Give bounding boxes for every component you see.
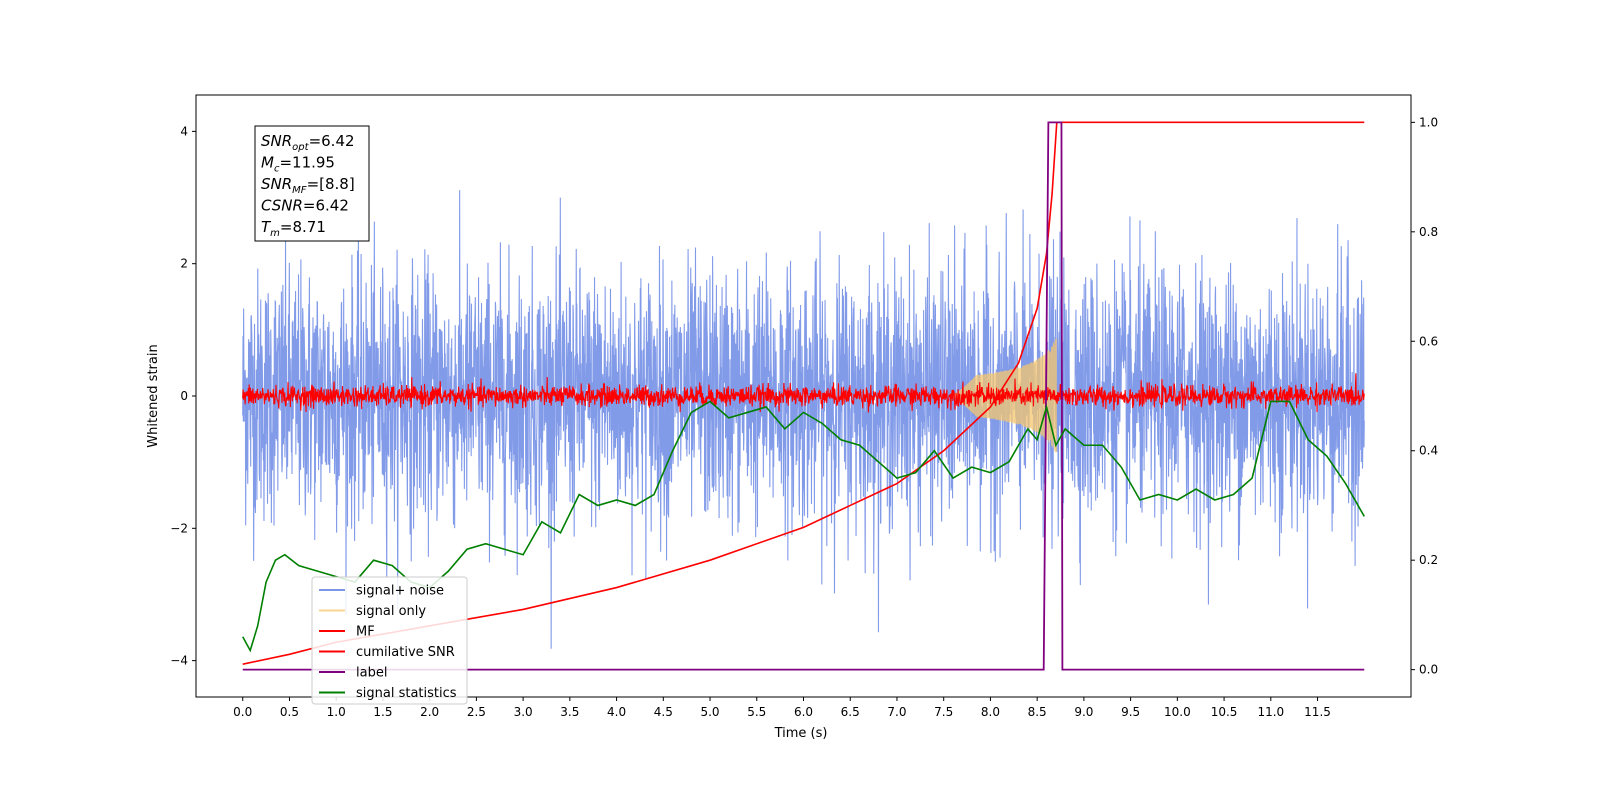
annotation-line: SNRopt=6.42: [261, 132, 355, 153]
annotation-symbol: T: [261, 218, 272, 236]
annotation-subscript: MF: [292, 185, 307, 196]
x-tick-label: 6.5: [841, 705, 860, 719]
x-tick-label: 8.0: [981, 705, 1000, 719]
x-tick-label: 4.0: [607, 705, 626, 719]
y-left-tick-label: 2: [180, 257, 188, 271]
legend-entry: MF: [356, 625, 375, 640]
annotation-line: Mc=11.95: [261, 154, 335, 175]
annotation-symbol: SNR: [261, 132, 292, 150]
x-tick-label: 9.5: [1121, 705, 1140, 719]
annotation-line: CSNR=6.42: [261, 197, 349, 215]
series-signal-statistics: [242, 400, 1365, 653]
annotation-subscript: m: [270, 228, 280, 239]
legend-entry: cumilative SNR: [356, 645, 455, 660]
x-tick-label: 1.0: [327, 705, 346, 719]
x-tick-label: 11.0: [1257, 705, 1284, 719]
x-tick-label: 5.5: [747, 705, 766, 719]
x-tick-label: 10.5: [1211, 705, 1238, 719]
y-left-tick-label: −2: [170, 521, 188, 535]
x-axis-label: Time (s): [774, 726, 828, 741]
annotation-value: =6.42: [303, 197, 349, 215]
legend-entry: label: [356, 666, 387, 681]
annotation-frame: [254, 125, 370, 242]
x-tick-label: 4.5: [654, 705, 673, 719]
annotation-box: SNRopt=6.42Mc=11.95SNRMF=[8.8]CSNR=6.42T…: [254, 125, 370, 242]
series-label: [242, 121, 1365, 671]
legend-entry: signal statistics: [356, 686, 457, 701]
y-axis-right: 1.0 0.8 0.6 0.4 0.2 0.0: [1411, 115, 1438, 677]
annotation-symbol: CSNR: [261, 197, 303, 215]
y-axis-left: 4 2 0 −2 −4: [170, 124, 196, 668]
y-axis-label: Whitened strain: [146, 344, 161, 447]
annotation-symbol: SNR: [261, 175, 292, 193]
annotation-line: SNRMF=[8.8]: [261, 175, 355, 196]
y-right-tick-label: 0.4: [1419, 444, 1438, 458]
x-tick-label: 8.5: [1028, 705, 1047, 719]
legend-frame: [311, 576, 468, 705]
x-tick-label: 5.0: [700, 705, 719, 719]
x-tick-label: 3.0: [514, 705, 533, 719]
x-tick-label: 6.0: [794, 705, 813, 719]
annotation-value: =[8.8]: [307, 175, 355, 193]
y-right-tick-label: 1.0: [1419, 115, 1438, 129]
y-right-tick-label: 0.8: [1419, 225, 1438, 239]
annotation-value: =8.71: [280, 218, 326, 236]
annotation-subscript: c: [274, 164, 280, 175]
x-tick-label: 3.5: [560, 705, 579, 719]
annotation-value: =11.95: [279, 154, 335, 172]
series-signal-plus-noise: [242, 190, 1365, 649]
legend-entry: signal+ noise: [356, 584, 444, 599]
y-left-tick-label: 4: [180, 124, 188, 138]
y-left-tick-label: 0: [180, 389, 188, 403]
legend: signal+ noise signal only MF cumilative SNR…: [311, 576, 468, 705]
annotation-line: Tm=8.71: [261, 218, 326, 239]
x-tick-label: 2.5: [467, 705, 486, 719]
x-tick-label: 10.0: [1164, 705, 1191, 719]
series-mf: [242, 373, 1365, 413]
y-right-tick-label: 0.6: [1419, 334, 1438, 348]
x-tick-label: 0.5: [280, 705, 299, 719]
annotation-value: =6.42: [309, 132, 355, 150]
x-tick-label: 11.5: [1304, 705, 1331, 719]
x-tick-label: 1.5: [373, 705, 392, 719]
x-tick-label: 7.0: [887, 705, 906, 719]
y-left-tick-label: −4: [170, 654, 188, 668]
x-axis: 0.0 0.5 1.0 1.5 2.0 2.5 3.0 3.5 4.0 4.5 5.0 5.5 6.0 6…: [233, 697, 1331, 719]
y-right-tick-label: 0.2: [1419, 553, 1438, 567]
annotation-symbol: M: [261, 154, 274, 172]
annotation-subscript: opt: [292, 142, 309, 153]
x-tick-label: 9.0: [1074, 705, 1093, 719]
y-right-tick-label: 0.0: [1419, 663, 1438, 677]
legend-entry: signal only: [356, 604, 426, 619]
x-tick-label: 2.0: [420, 705, 439, 719]
x-tick-label: 7.5: [934, 705, 953, 719]
x-tick-label: 0.0: [233, 705, 252, 719]
